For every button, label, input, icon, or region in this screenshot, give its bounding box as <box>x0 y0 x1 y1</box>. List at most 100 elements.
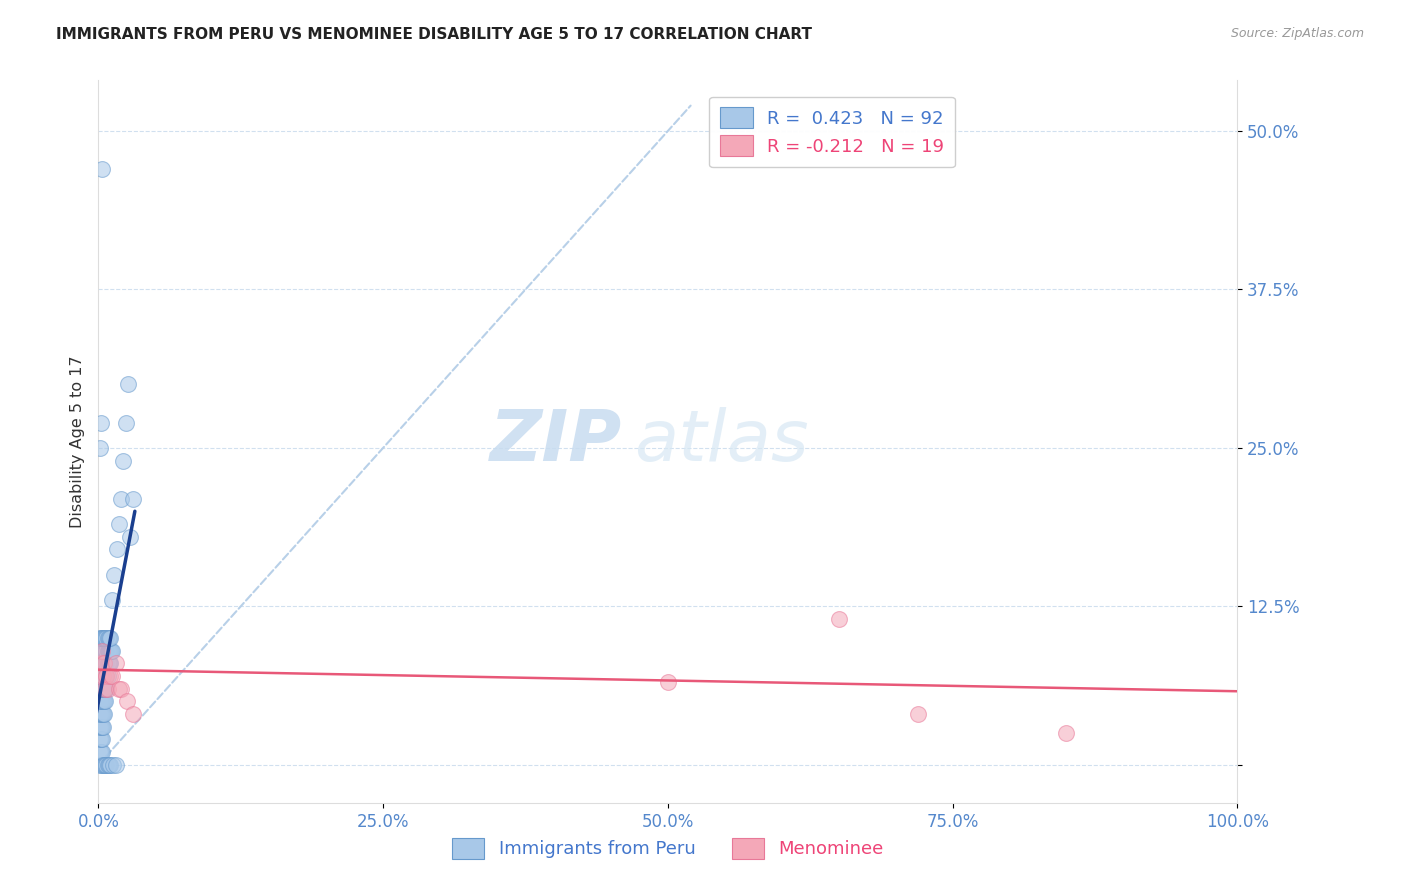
Text: Source: ZipAtlas.com: Source: ZipAtlas.com <box>1230 27 1364 40</box>
Point <box>96 643 118 657</box>
Point <box>91 657 114 671</box>
Point <box>97 657 120 671</box>
Point <box>91 681 114 696</box>
Point <box>90 643 112 657</box>
Point <box>96 643 118 657</box>
Point <box>93 643 115 657</box>
Point <box>108 681 131 696</box>
Point <box>98 669 121 683</box>
Point <box>96 669 118 683</box>
Point <box>121 491 143 506</box>
Point <box>90 669 112 683</box>
Point <box>90 694 112 708</box>
Point <box>91 694 114 708</box>
Point <box>91 757 114 772</box>
Point <box>96 669 118 683</box>
Point <box>93 631 115 645</box>
Point <box>94 657 117 671</box>
Point <box>96 757 118 772</box>
Text: atlas: atlas <box>634 407 808 476</box>
Point <box>89 757 111 772</box>
Point <box>90 694 112 708</box>
Text: ZIP: ZIP <box>491 407 623 476</box>
Point <box>94 631 117 645</box>
Point <box>93 657 115 671</box>
Point <box>96 681 118 696</box>
Point <box>97 631 120 645</box>
Legend: Immigrants from Peru, Menominee: Immigrants from Peru, Menominee <box>444 830 891 866</box>
Point <box>89 441 111 455</box>
Point <box>120 530 142 544</box>
Point <box>112 453 135 467</box>
Point <box>91 720 114 734</box>
Point <box>96 631 118 645</box>
Point <box>121 707 143 722</box>
Point <box>90 720 112 734</box>
Point <box>93 707 115 722</box>
Point <box>94 694 117 708</box>
Point <box>96 657 118 671</box>
Point <box>90 657 112 671</box>
Point <box>98 757 121 772</box>
Point <box>108 516 131 531</box>
Point <box>90 745 112 759</box>
Point <box>89 694 111 708</box>
Point <box>89 681 111 696</box>
Point <box>93 694 115 708</box>
Point <box>89 631 111 645</box>
Point <box>828 612 851 626</box>
Point <box>93 669 115 683</box>
Point <box>90 681 112 696</box>
Y-axis label: Disability Age 5 to 17: Disability Age 5 to 17 <box>69 355 84 528</box>
Point <box>96 681 118 696</box>
Point <box>91 643 114 657</box>
Point <box>89 732 111 747</box>
Point <box>94 681 117 696</box>
Point <box>94 757 117 772</box>
Point <box>90 732 112 747</box>
Point <box>90 161 112 176</box>
Point <box>90 643 112 657</box>
Point <box>96 657 118 671</box>
Point <box>89 669 111 683</box>
Point <box>117 377 139 392</box>
Point <box>90 720 112 734</box>
Point <box>103 757 125 772</box>
Point <box>89 745 111 759</box>
Point <box>89 643 111 657</box>
Point <box>90 757 112 772</box>
Point <box>90 707 112 722</box>
Point <box>98 643 121 657</box>
Point <box>89 720 111 734</box>
Point <box>90 657 112 671</box>
Text: IMMIGRANTS FROM PERU VS MENOMINEE DISABILITY AGE 5 TO 17 CORRELATION CHART: IMMIGRANTS FROM PERU VS MENOMINEE DISABI… <box>56 27 813 42</box>
Point <box>1054 726 1078 740</box>
Point <box>90 643 112 657</box>
Point <box>101 643 124 657</box>
Point <box>90 681 112 696</box>
Point <box>907 707 929 722</box>
Point <box>91 631 114 645</box>
Point <box>90 707 112 722</box>
Point <box>110 491 132 506</box>
Point <box>91 669 114 683</box>
Point <box>98 657 121 671</box>
Point <box>90 631 112 645</box>
Point <box>96 631 118 645</box>
Point <box>90 745 112 759</box>
Point <box>105 542 128 557</box>
Point <box>110 681 132 696</box>
Point <box>96 669 118 683</box>
Point <box>104 757 127 772</box>
Point <box>100 643 122 657</box>
Point <box>90 416 112 430</box>
Point <box>89 707 111 722</box>
Point <box>93 757 115 772</box>
Point <box>98 631 121 645</box>
Point <box>101 669 124 683</box>
Point <box>90 631 112 645</box>
Point <box>94 643 117 657</box>
Point <box>97 643 120 657</box>
Point <box>90 669 112 683</box>
Point <box>91 669 114 683</box>
